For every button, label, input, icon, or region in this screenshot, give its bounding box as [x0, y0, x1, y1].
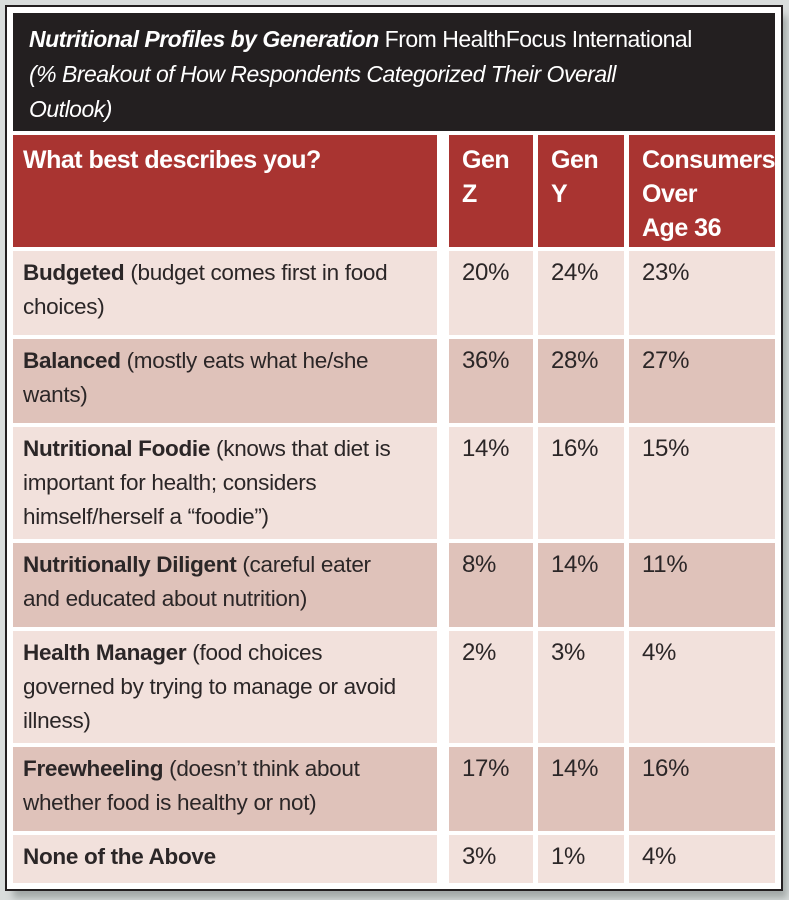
profile-term: Balanced [23, 348, 121, 373]
profile-term: Nutritional Foodie [23, 436, 211, 461]
column-header-gen-z: Gen Z [449, 135, 533, 247]
table-row-balanced: Balanced (mostly eats what he/she wants)… [13, 339, 775, 423]
profile-term: Health Manager [23, 640, 187, 665]
gen-z-value: 2% [449, 631, 533, 743]
column-header-over-36: Consumers Over Age 36 [629, 135, 775, 247]
gen-z-value: 36% [449, 339, 533, 423]
table-title-block: Nutritional Profiles by Generation From … [13, 13, 775, 131]
profile-desc: (careful eater and educated about nutrit… [23, 552, 371, 611]
table-row-budgeted: Budgeted (budget comes first in food cho… [13, 251, 775, 335]
gen-z-value: 17% [449, 747, 533, 831]
profile-term: None of the Above [23, 844, 216, 869]
column-header-gen-y: Gen Y [538, 135, 624, 247]
row-question-cell: Budgeted (budget comes first in food cho… [13, 251, 437, 335]
profile-desc: (knows that diet is important for health… [23, 436, 391, 529]
table-row-nutritionally-diligent: Nutritionally Diligent (careful eater an… [13, 543, 775, 627]
column-header-question: What best describes you? [13, 135, 437, 247]
table-row-health-manager: Health Manager (food choices governed by… [13, 631, 775, 743]
gen-z-value: 20% [449, 251, 533, 335]
gen-y-value: 16% [538, 427, 624, 539]
gen-y-value: 24% [538, 251, 624, 335]
gen-y-value: 14% [538, 543, 624, 627]
over-36-value: 16% [629, 747, 775, 831]
gen-y-value: 28% [538, 339, 624, 423]
gen-z-value: 8% [449, 543, 533, 627]
gen-y-value: 3% [538, 631, 624, 743]
gen-z-value: 14% [449, 427, 533, 539]
nutritional-profiles-table: Nutritional Profiles by Generation From … [5, 5, 783, 891]
row-question-cell: Nutritionally Diligent (careful eater an… [13, 543, 437, 627]
table-row-freewheeling: Freewheeling (doesn’t think about whethe… [13, 747, 775, 831]
table-subtitle: (% Breakout of How Respondents Categoriz… [29, 61, 616, 122]
over-36-value: 11% [629, 543, 775, 627]
table-title: Nutritional Profiles by Generation From … [29, 22, 759, 57]
profile-desc: (mostly eats what he/she wants) [23, 348, 369, 407]
table-row-none-of-the-above: None of the Above 3% 1% 4% [13, 835, 775, 883]
over-36-value: 27% [629, 339, 775, 423]
table-row-nutritional-foodie: Nutritional Foodie (knows that diet is i… [13, 427, 775, 539]
over-36-value: 15% [629, 427, 775, 539]
row-question-cell: Nutritional Foodie (knows that diet is i… [13, 427, 437, 539]
title-main: Nutritional Profiles by Generation [29, 26, 379, 52]
row-question-cell: Health Manager (food choices governed by… [13, 631, 437, 743]
profile-term: Nutritionally Diligent [23, 552, 237, 577]
gen-y-value: 14% [538, 747, 624, 831]
gen-z-value: 3% [449, 835, 533, 883]
over-36-value: 4% [629, 835, 775, 883]
gen-y-value: 1% [538, 835, 624, 883]
profile-desc: (budget comes first in food choices) [23, 260, 388, 319]
over-36-value: 4% [629, 631, 775, 743]
profile-term: Budgeted [23, 260, 125, 285]
title-source: From HealthFocus International [378, 26, 693, 52]
table-header-row: What best describes you? Gen Z Gen Y Con… [13, 135, 775, 247]
profile-term: Freewheeling [23, 756, 164, 781]
over-36-value: 23% [629, 251, 775, 335]
profile-desc: (food choices governed by trying to mana… [23, 640, 396, 733]
row-question-cell: Freewheeling (doesn’t think about whethe… [13, 747, 437, 831]
row-question-cell: None of the Above [13, 835, 437, 883]
profile-desc: (doesn’t think about whether food is hea… [23, 756, 360, 815]
row-question-cell: Balanced (mostly eats what he/she wants) [13, 339, 437, 423]
